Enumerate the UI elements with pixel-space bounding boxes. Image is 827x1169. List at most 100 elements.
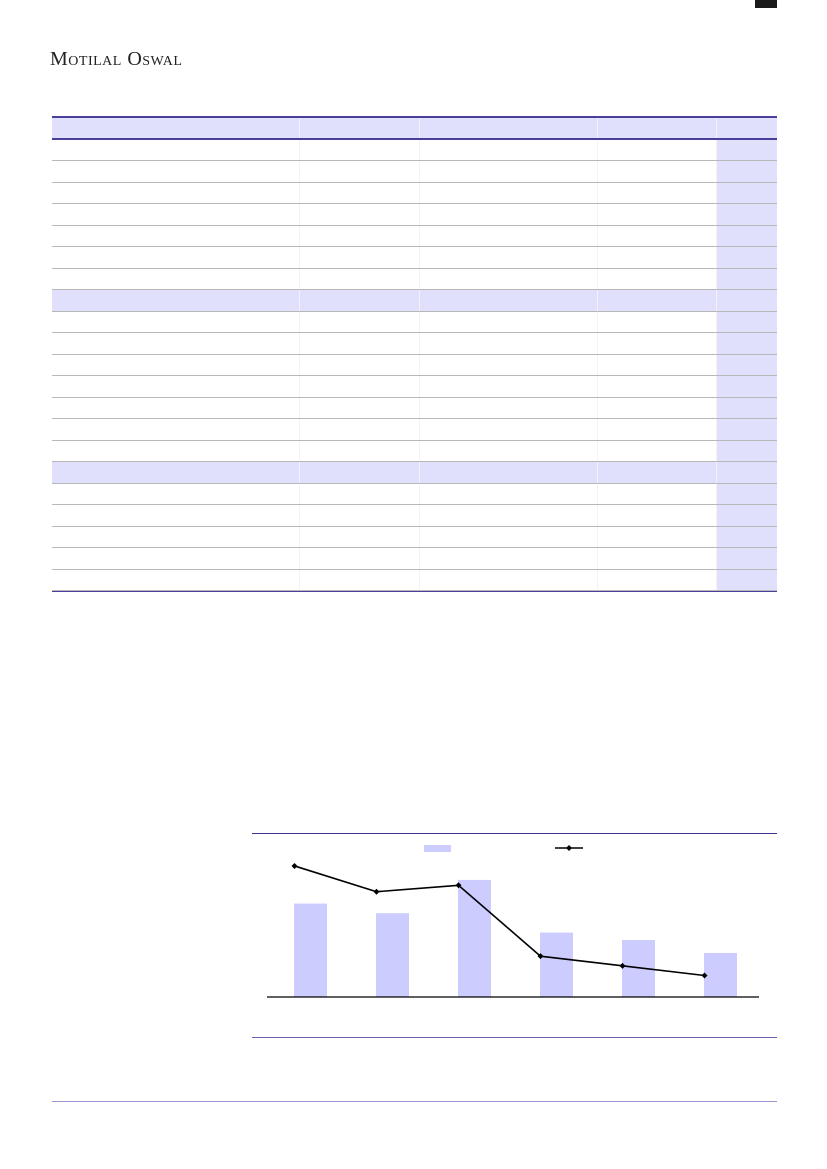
- table-cell: [420, 139, 598, 160]
- table-cell: [52, 397, 300, 418]
- table-cell: [52, 268, 300, 289]
- table-cell: [717, 483, 777, 504]
- header-bar: [755, 0, 777, 8]
- table-row: [52, 376, 777, 398]
- table-cell: [598, 569, 717, 590]
- table-cell: [52, 118, 300, 138]
- table-cell: [52, 462, 300, 483]
- table-row: [52, 440, 777, 462]
- table-cell: [420, 182, 598, 203]
- table-cell: [717, 569, 777, 590]
- line-marker: [537, 953, 544, 960]
- table-cell: [598, 376, 717, 397]
- table-cell: [300, 333, 420, 354]
- table-cell: [598, 118, 717, 138]
- table-cell: [420, 290, 598, 311]
- table-cell: [717, 225, 777, 246]
- table-cell: [717, 526, 777, 547]
- table-cell: [52, 161, 300, 182]
- line-marker: [373, 888, 380, 895]
- table-row: [52, 526, 777, 548]
- line-marker: [455, 882, 462, 889]
- table-cell: [717, 376, 777, 397]
- table-cell: [420, 354, 598, 375]
- table-cell: [598, 548, 717, 569]
- table-cell: [420, 505, 598, 526]
- table-cell: [300, 419, 420, 440]
- table-cell: [420, 225, 598, 246]
- table-cell: [598, 311, 717, 332]
- table-header-row: [52, 118, 777, 140]
- legend-line-marker: [566, 845, 572, 851]
- table-row: [52, 139, 777, 161]
- table-cell: [300, 268, 420, 289]
- table-row: [52, 225, 777, 247]
- table-cell: [52, 204, 300, 225]
- table-cell: [300, 204, 420, 225]
- bar: [704, 952, 737, 997]
- table-cell: [598, 419, 717, 440]
- table-cell: [52, 505, 300, 526]
- table-cell: [300, 182, 420, 203]
- table-cell: [598, 268, 717, 289]
- table-cell: [598, 440, 717, 461]
- table-cell: [598, 505, 717, 526]
- table-cell: [420, 161, 598, 182]
- table-cell: [420, 118, 598, 138]
- table-cell: [420, 333, 598, 354]
- table-cell: [598, 354, 717, 375]
- table-cell: [300, 505, 420, 526]
- bar: [540, 932, 573, 997]
- table-cell: [598, 290, 717, 311]
- table-cell: [717, 354, 777, 375]
- table-row: [52, 204, 777, 226]
- table-cell: [717, 419, 777, 440]
- table-cell: [420, 268, 598, 289]
- table-cell: [52, 548, 300, 569]
- section-header-row: [52, 462, 777, 484]
- table-cell: [420, 204, 598, 225]
- table-cell: [717, 182, 777, 203]
- table-cell: [52, 247, 300, 268]
- table-cell: [300, 397, 420, 418]
- table-cell: [300, 161, 420, 182]
- table-cell: [717, 548, 777, 569]
- table-cell: [420, 548, 598, 569]
- table-cell: [300, 290, 420, 311]
- table-cell: [717, 161, 777, 182]
- table-cell: [300, 440, 420, 461]
- table-row: [52, 247, 777, 269]
- table-cell: [300, 462, 420, 483]
- table-cell: [598, 161, 717, 182]
- table-cell: [420, 376, 598, 397]
- legend-bar-swatch: [424, 845, 451, 852]
- chart: [252, 833, 777, 1038]
- table-cell: [598, 462, 717, 483]
- table-row: [52, 333, 777, 355]
- line-marker: [619, 962, 626, 969]
- table-cell: [420, 247, 598, 268]
- data-table: [52, 116, 777, 592]
- table-cell: [300, 311, 420, 332]
- table-cell: [52, 526, 300, 547]
- table-cell: [420, 440, 598, 461]
- table-cell: [598, 204, 717, 225]
- table-row: [52, 268, 777, 290]
- table-cell: [717, 462, 777, 483]
- table-cell: [52, 440, 300, 461]
- table-cell: [420, 311, 598, 332]
- table-row: [52, 548, 777, 570]
- table-cell: [598, 526, 717, 547]
- chart-svg: [267, 845, 759, 998]
- line-marker: [701, 972, 708, 979]
- table-cell: [420, 526, 598, 547]
- table-cell: [420, 397, 598, 418]
- table-cell: [52, 311, 300, 332]
- table-cell: [598, 182, 717, 203]
- bar: [376, 913, 409, 997]
- table-cell: [300, 225, 420, 246]
- table-cell: [717, 247, 777, 268]
- table-row: [52, 311, 777, 333]
- table-cell: [717, 440, 777, 461]
